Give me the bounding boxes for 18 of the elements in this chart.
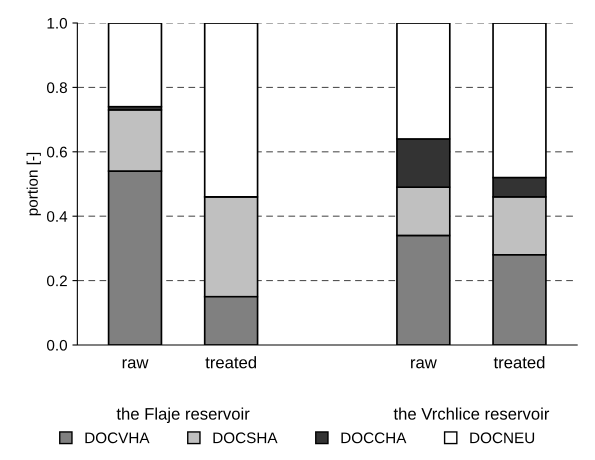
y-tick-label: 0.2: [46, 275, 67, 286]
y-tick-label: 0.8: [46, 82, 67, 94]
x-tick-label: treated: [205, 356, 256, 368]
text: the Flaje reservoir: [116, 408, 250, 424]
x-tick-label: raw: [122, 359, 148, 368]
y-tick-label: 1.0: [48, 18, 68, 29]
y-tick-label: 0.6: [46, 146, 67, 158]
bar: [108, 23, 162, 108]
legend-label: DOCNEU: [470, 432, 534, 444]
y-tick-label: 0.0: [46, 340, 68, 351]
x-tick-label: raw: [411, 359, 437, 368]
y-tick-label: 0.4: [46, 211, 68, 222]
y-axis-title: portion [-]: [26, 152, 41, 216]
x-tick-label: treated: [494, 356, 544, 368]
legend-label: DOCVHA: [85, 432, 150, 444]
text: the Vrchlice reservoir: [394, 408, 550, 420]
legend-label: DOCCHA: [341, 432, 406, 444]
legend-label: DOCSHA: [213, 432, 278, 444]
